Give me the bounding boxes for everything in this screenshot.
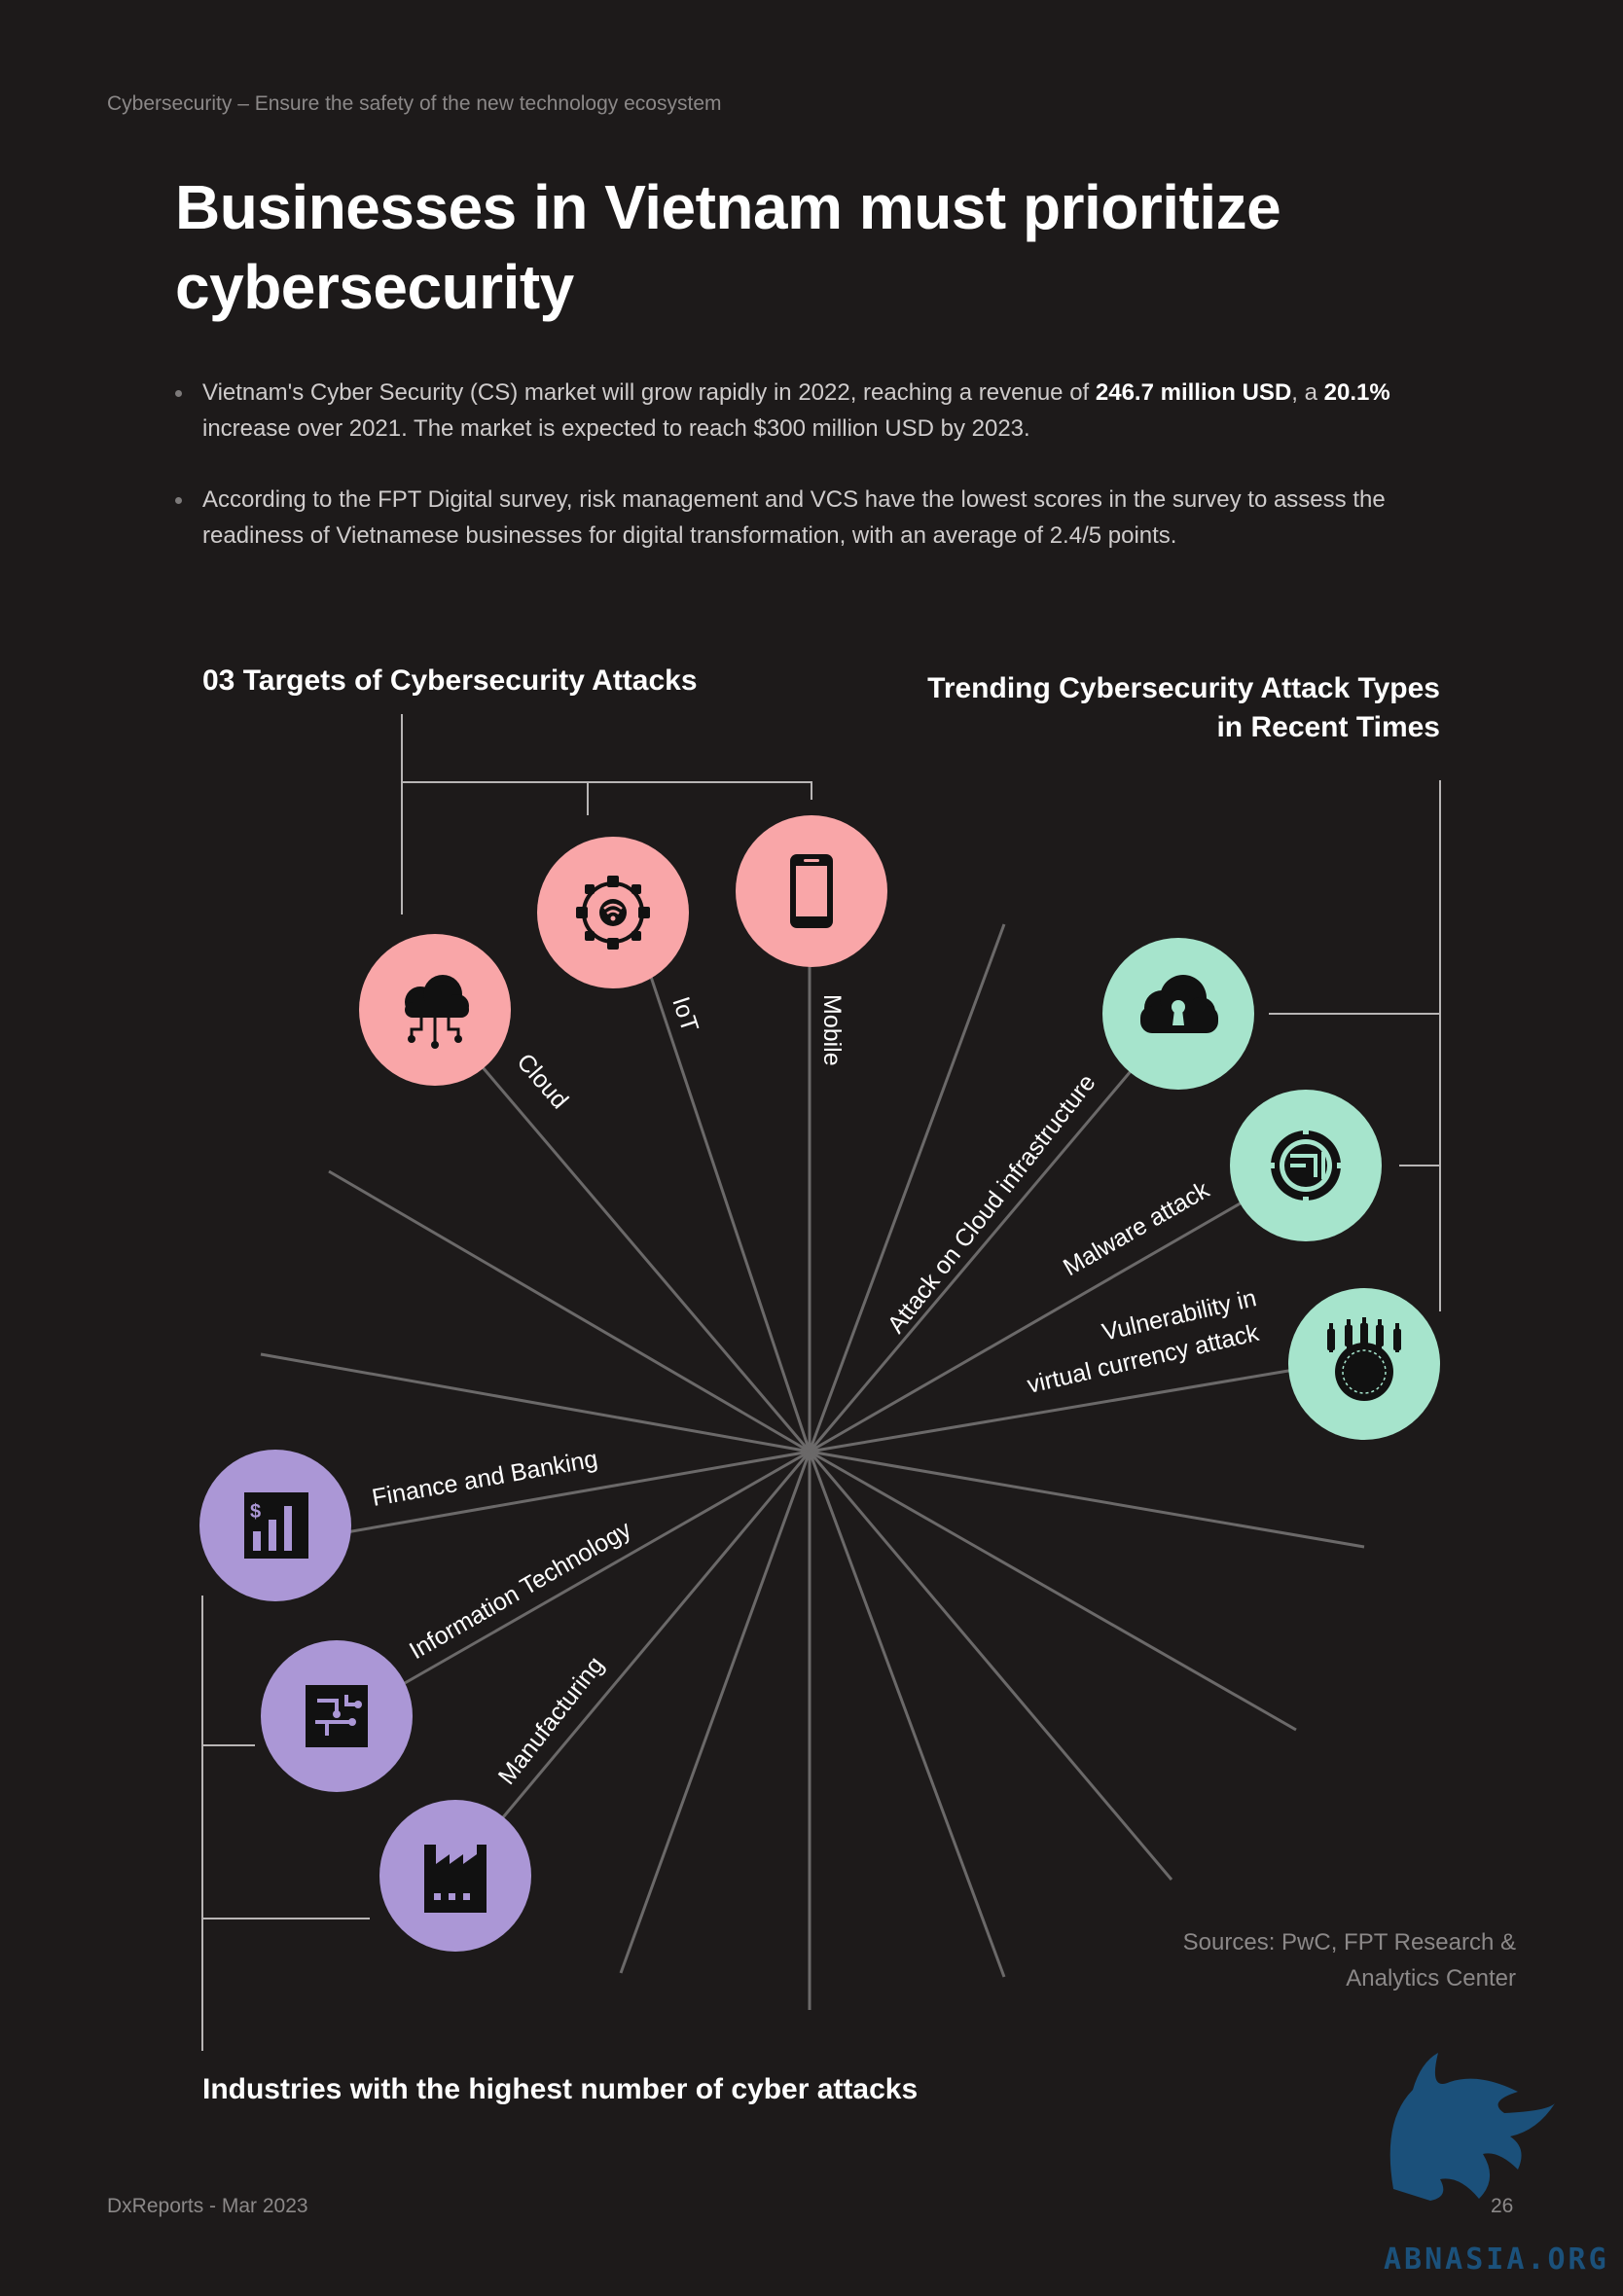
iot-network-icon bbox=[576, 876, 650, 950]
industry-manufacturing bbox=[379, 1800, 531, 1952]
spoke bbox=[328, 1169, 811, 1453]
mobile-phone-icon bbox=[790, 854, 833, 928]
spoke bbox=[809, 1450, 1297, 1732]
spoke-cloud-infra bbox=[808, 1063, 1138, 1453]
attack-cloud-infra-label: Attack on Cloud infrastructure bbox=[883, 1069, 1101, 1339]
attack-crypto bbox=[1288, 1288, 1440, 1440]
bullet-bold-revenue: 246.7 million USD bbox=[1095, 379, 1292, 406]
trending-heading: Trending Cybersecurity Attack Types in R… bbox=[927, 669, 1440, 747]
target-cloud-label: Cloud bbox=[511, 1049, 573, 1115]
sources-note: Sources: PwC, FPT Research & Analytics C… bbox=[1183, 1924, 1516, 1996]
bracket-lines bbox=[201, 714, 1441, 2051]
spoke-iot bbox=[646, 967, 812, 1453]
attack-malware-label: Malware attack bbox=[1059, 1176, 1214, 1282]
bullet-text: , a bbox=[1291, 379, 1324, 406]
bullet-text: increase over 2021. The market is expect… bbox=[202, 415, 1030, 442]
industries-bracket bbox=[201, 1596, 370, 2051]
running-header: Cybersecurity – Ensure the safety of the… bbox=[107, 92, 722, 115]
industry-it-label: Information Technology bbox=[405, 1516, 636, 1666]
targets-heading: 03 Targets of Cybersecurity Attacks bbox=[202, 664, 698, 697]
attack-malware bbox=[1230, 1090, 1382, 1241]
spoke-it bbox=[404, 1450, 811, 1685]
targets-bracket bbox=[401, 714, 812, 915]
page-title: Businesses in Vietnam must prioritize cy… bbox=[175, 167, 1440, 327]
target-mobile-label: Mobile bbox=[818, 994, 846, 1066]
footer-report-date: DxReports - Mar 2023 bbox=[107, 2195, 308, 2217]
spoke bbox=[809, 1450, 1365, 1549]
sources-line2: Analytics Center bbox=[1346, 1965, 1516, 1991]
spoke-finance bbox=[345, 1450, 811, 1534]
spoke bbox=[808, 923, 1006, 1453]
bullet-bold-growth: 20.1% bbox=[1323, 379, 1390, 406]
watermark-text: ABNASIA.ORG bbox=[1384, 2242, 1609, 2277]
crypto-coin-icon bbox=[1327, 1317, 1401, 1401]
target-iot bbox=[537, 837, 689, 988]
spoke-manufacturing bbox=[496, 1451, 812, 1824]
spoke-cloud bbox=[475, 1059, 812, 1453]
target-mobile bbox=[736, 815, 887, 967]
cloud-lock-icon bbox=[1140, 975, 1218, 1033]
bullet-survey: According to the FPT Digital survey, ris… bbox=[173, 482, 1458, 554]
trending-heading-line1: Trending Cybersecurity Attack Types bbox=[927, 672, 1440, 704]
page-title-line1: Businesses in Vietnam must prioritize bbox=[175, 172, 1281, 242]
svg-text:$: $ bbox=[250, 1501, 261, 1523]
finance-chart-icon: $ bbox=[244, 1492, 308, 1559]
page-number: 26 bbox=[1491, 2195, 1514, 2217]
page-title-line2: cybersecurity bbox=[175, 252, 574, 322]
industry-finance-label: Finance and Banking bbox=[370, 1446, 599, 1512]
circuit-board-icon bbox=[306, 1685, 368, 1747]
bullet-text: Vietnam's Cyber Security (CS) market wil… bbox=[202, 379, 1096, 406]
spoke-crypto bbox=[809, 1368, 1295, 1453]
bullet-list: Vietnam's Cyber Security (CS) market wil… bbox=[173, 375, 1458, 589]
sources-line1: Sources: PwC, FPT Research & bbox=[1182, 1929, 1516, 1955]
spoke bbox=[808, 1451, 1006, 1978]
industry-finance: $ bbox=[199, 1450, 351, 1601]
spoke-malware bbox=[809, 1200, 1244, 1453]
bullet-text: According to the FPT Digital survey, ris… bbox=[202, 486, 1386, 549]
trending-heading-line2: in Recent Times bbox=[1216, 711, 1440, 743]
spoke bbox=[619, 1451, 812, 1974]
industry-it bbox=[261, 1640, 413, 1792]
trending-bracket bbox=[1269, 780, 1441, 1311]
industries-heading: Industries with the highest number of cy… bbox=[202, 2073, 919, 2105]
radial-spokes bbox=[260, 923, 1365, 2010]
malware-chip-icon bbox=[1269, 1129, 1343, 1202]
factory-icon bbox=[424, 1845, 487, 1913]
attack-cloud-infra bbox=[1102, 938, 1254, 1090]
spoke bbox=[260, 1352, 811, 1453]
bullet-market-growth: Vietnam's Cyber Security (CS) market wil… bbox=[173, 375, 1458, 447]
spoke bbox=[808, 1451, 1173, 1881]
target-iot-label: IoT bbox=[667, 993, 703, 1035]
industry-manufacturing-label: Manufacturing bbox=[493, 1652, 610, 1790]
target-cloud bbox=[359, 934, 511, 1086]
cloud-network-icon bbox=[405, 975, 469, 1049]
abnasia-logo: ABNASIA.ORG bbox=[1384, 2053, 1609, 2277]
